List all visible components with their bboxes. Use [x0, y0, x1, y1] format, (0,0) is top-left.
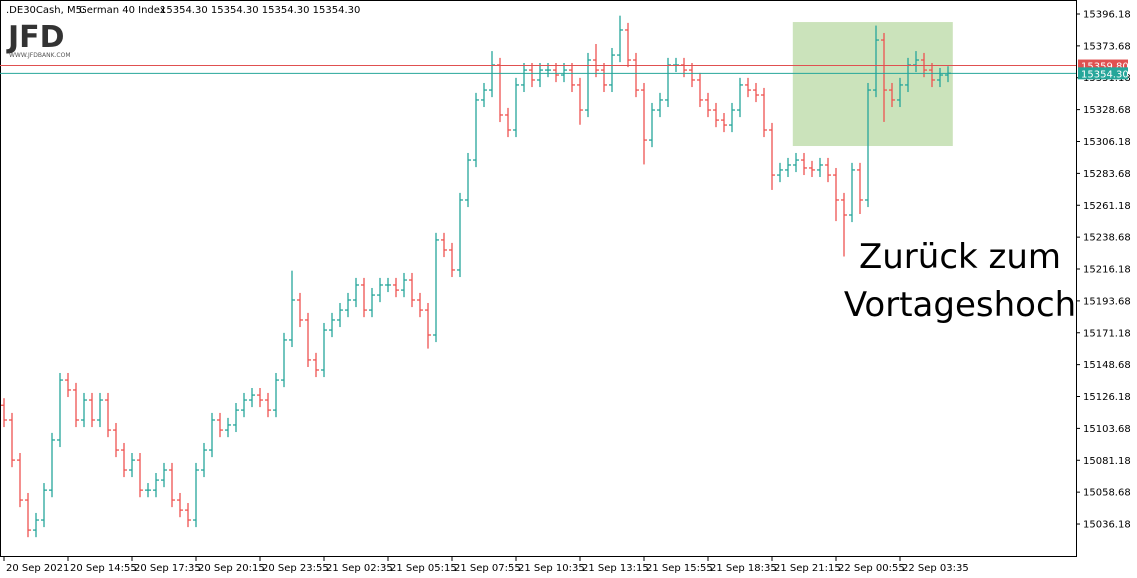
y-tick-label: 15171.18	[1083, 328, 1131, 339]
logo-url: WWW.JFDBANK.COM	[9, 52, 71, 59]
price-label: 15359.80	[1081, 62, 1129, 73]
x-tick-label: 21 Sep 02:35	[326, 563, 393, 574]
x-tick-label: 21 Sep 05:15	[390, 563, 457, 574]
x-tick-label: 21 Sep 07:55	[454, 563, 521, 574]
highlight-box	[792, 22, 953, 147]
logo: JFD	[6, 20, 65, 55]
y-tick-label: 15261.18	[1083, 201, 1131, 212]
price-label-box	[1078, 67, 1128, 80]
y-tick-label: 15058.68	[1083, 488, 1131, 499]
x-tick-label: 20 Sep 14:55	[70, 563, 137, 574]
y-tick-label: 15081.18	[1083, 456, 1131, 467]
annotation: Vortageshoch	[844, 285, 1076, 325]
x-tick-label: 22 Sep 03:35	[902, 563, 969, 574]
symbol: .DE30Cash, M5:	[6, 5, 85, 16]
x-tick-label: 20 Sep 23:55	[262, 563, 329, 574]
plot-frame	[0, 0, 1077, 557]
y-tick-label: 15216.18	[1083, 265, 1131, 276]
x-tick-label: 20 Sep 20:15	[198, 563, 265, 574]
y-tick-label: 15373.68	[1083, 41, 1131, 52]
x-tick-label: 21 Sep 18:35	[710, 563, 777, 574]
plot	[0, 15, 1076, 538]
x-tick-label: 20 Sep 2021	[6, 563, 69, 574]
y-tick-label: 15306.18	[1083, 137, 1131, 148]
x-tick-label: 22 Sep 00:55	[838, 563, 905, 574]
y-tick-label: 15103.68	[1083, 424, 1131, 435]
y-tick-label: 15148.68	[1083, 360, 1131, 371]
y-tick-label: 15238.68	[1083, 233, 1131, 244]
x-tick-label: 21 Sep 21:15	[774, 563, 841, 574]
x-tick-label: 20 Sep 17:35	[134, 563, 201, 574]
x-tick-label: 21 Sep 10:35	[518, 563, 585, 574]
quote: 15354.30 15354.30 15354.30 15354.30	[160, 5, 360, 16]
price-label: 15354.30	[1081, 69, 1129, 80]
x-tick-label: 21 Sep 13:15	[582, 563, 649, 574]
y-tick-label: 15283.68	[1083, 169, 1131, 180]
y-tick-label: 15126.18	[1083, 392, 1131, 403]
y-tick-label: 15396.18	[1083, 9, 1131, 20]
y-tick-label: 15036.18	[1083, 520, 1131, 531]
annotation: Zurück zum	[859, 237, 1061, 277]
y-tick-label: 15193.68	[1083, 296, 1131, 307]
instrument-name: German 40 Index	[79, 5, 166, 16]
y-tick-label: 15328.68	[1083, 105, 1131, 116]
x-tick-label: 21 Sep 15:55	[646, 563, 713, 574]
